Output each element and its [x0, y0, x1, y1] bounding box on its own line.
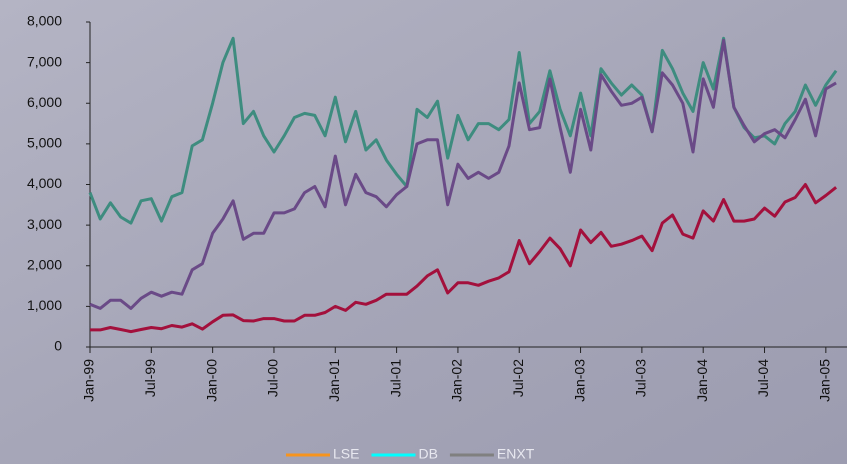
y-tick-label: 8,000 [27, 13, 62, 29]
series-line [88, 36, 838, 225]
x-tick-label: Jan-05 [817, 359, 833, 402]
x-tick-label: Jan-03 [571, 359, 587, 402]
y-tick-label: 0 [54, 338, 62, 354]
x-tick-label: Jan-01 [326, 359, 342, 402]
x-tick-label: Jan-02 [449, 359, 465, 402]
y-tick-label: 4,000 [27, 175, 62, 191]
legend-label: DB [418, 446, 437, 462]
y-tick-label: 7,000 [27, 53, 62, 69]
x-tick-label: Jul-00 [265, 359, 281, 397]
legend-label: ENXT [497, 446, 535, 462]
x-tick-label: Jul-03 [633, 359, 649, 397]
y-tick-label: 1,000 [27, 297, 62, 313]
series-line [90, 183, 838, 334]
y-tick-label: 3,000 [27, 216, 62, 232]
x-tick-label: Jan-00 [203, 359, 219, 402]
x-tick-label: Jul-99 [142, 359, 158, 397]
legend-label: LSE [333, 446, 359, 462]
y-tick-label: 6,000 [27, 94, 62, 110]
x-tick-label: Jul-01 [387, 359, 403, 397]
x-tick-label: Jan-04 [694, 359, 710, 402]
y-tick-label: 2,000 [27, 256, 62, 272]
y-tick-label: 5,000 [27, 135, 62, 151]
x-tick-label: Jul-02 [510, 359, 526, 397]
series-line [89, 38, 837, 310]
x-tick-label: Jan-99 [81, 359, 97, 402]
x-tick-label: Jul-04 [755, 359, 771, 397]
